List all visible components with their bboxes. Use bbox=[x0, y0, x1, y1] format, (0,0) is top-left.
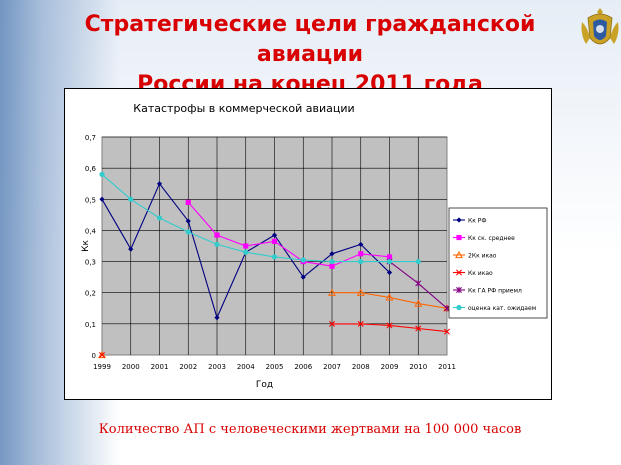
data-point-series-2 bbox=[185, 199, 191, 205]
data-point-series-1 bbox=[156, 181, 163, 187]
data-point-series-4 bbox=[357, 320, 364, 327]
legend-label-2: Кк ск. среднее bbox=[468, 235, 515, 242]
slide-title: Стратегические цели гражданской авиации … bbox=[40, 10, 580, 100]
series-line-3 bbox=[332, 292, 448, 309]
x-tick-label: 2011 bbox=[438, 363, 456, 371]
data-point-series-3 bbox=[328, 288, 336, 296]
chart: Катастрофы в коммерческой авиации 0 0,1 0,2… bbox=[81, 102, 548, 390]
data-point-series-1 bbox=[358, 241, 364, 248]
data-point-series-3 bbox=[98, 350, 106, 359]
data-point-series-4 bbox=[415, 325, 422, 332]
data-point-series-6 bbox=[415, 258, 421, 265]
y-tick-label: 0,4 bbox=[85, 227, 97, 235]
x-tick-label: 1999 bbox=[93, 363, 111, 371]
y-tick-label: 0,3 bbox=[85, 259, 96, 267]
legend-marker-2 bbox=[456, 234, 462, 241]
data-point-series-6 bbox=[128, 196, 134, 202]
x-tick-label: 2005 bbox=[266, 363, 284, 371]
data-point-series-4 bbox=[99, 352, 105, 358]
x-axis-label: Год bbox=[256, 380, 273, 390]
y-axis-label: Кк bbox=[81, 240, 91, 252]
x-tick-label: 2001 bbox=[151, 363, 169, 371]
x-tick-label: 2000 bbox=[122, 363, 140, 371]
legend-label-6: оценка кат. ожидаем bbox=[468, 305, 536, 312]
data-point-series-1 bbox=[185, 218, 191, 224]
x-tick-label: 2007 bbox=[323, 363, 341, 371]
footnote: Количество АП с человеческими жертвами н… bbox=[98, 422, 522, 437]
legend-label-1: Кк РФ bbox=[468, 218, 487, 225]
data-point-series-6 bbox=[358, 258, 364, 265]
x-tick-label: 2004 bbox=[237, 363, 255, 371]
data-point-series-3 bbox=[356, 288, 365, 296]
legend-marker-4 bbox=[456, 269, 462, 276]
x-tick-label: 2008 bbox=[352, 363, 370, 371]
y-tick-label: 0,7 bbox=[85, 134, 96, 142]
series-line-6 bbox=[101, 173, 419, 263]
y-tick-label: 0,5 bbox=[85, 196, 96, 204]
data-point-series-2 bbox=[243, 243, 249, 249]
data-point-series-6 bbox=[156, 215, 163, 221]
data-point-series-2 bbox=[271, 238, 278, 244]
x-tick-label: 2010 bbox=[409, 363, 427, 371]
data-point-series-3 bbox=[414, 299, 423, 307]
data-point-series-1 bbox=[386, 269, 393, 276]
data-point-series-2 bbox=[329, 263, 335, 269]
legend-marker-1 bbox=[456, 217, 462, 223]
legend-box bbox=[448, 207, 548, 319]
legend-label-5: Кк ГА РФ приемл bbox=[468, 288, 522, 295]
slide-title-line1: Стратегические цели гражданской авиации bbox=[84, 12, 536, 67]
data-point-series-6 bbox=[243, 249, 249, 255]
x-tick-label: 2006 bbox=[294, 363, 312, 371]
x-tick-label: 2002 bbox=[179, 363, 197, 371]
data-point-series-1 bbox=[271, 232, 278, 238]
legend-marker-3 bbox=[455, 250, 463, 259]
data-point-series-2 bbox=[214, 232, 220, 238]
data-point-series-3 bbox=[385, 293, 394, 301]
data-point-series-6 bbox=[386, 258, 393, 265]
legend-marker-5 bbox=[456, 286, 462, 294]
data-point-series-6 bbox=[329, 258, 335, 265]
data-point-series-4 bbox=[386, 322, 393, 329]
data-point-series-1 bbox=[128, 246, 134, 252]
y-tick-label: 0,6 bbox=[85, 165, 97, 173]
data-point-series-6 bbox=[271, 254, 278, 260]
data-point-series-4 bbox=[329, 320, 335, 327]
data-point-series-6 bbox=[185, 229, 191, 235]
y-tick-label: 0,2 bbox=[85, 290, 96, 298]
data-point-series-6 bbox=[99, 171, 105, 177]
data-point-series-2 bbox=[358, 251, 364, 257]
data-point-series-2 bbox=[386, 254, 393, 260]
legend-marker-6 bbox=[456, 304, 462, 311]
data-point-series-1 bbox=[329, 251, 335, 257]
data-point-series-1 bbox=[99, 196, 105, 202]
data-point-series-6 bbox=[214, 241, 220, 248]
data-point-series-4 bbox=[444, 328, 450, 335]
x-tick-label: 2009 bbox=[381, 363, 399, 371]
y-tick-label: 0,1 bbox=[85, 321, 96, 329]
emblem-icon bbox=[581, 8, 619, 45]
legend-label-4: Кк икао bbox=[468, 270, 493, 277]
x-tick-label: 2003 bbox=[208, 363, 226, 371]
data-point-series-5 bbox=[415, 280, 422, 287]
series-line-2 bbox=[187, 202, 390, 267]
y-tick-label: 0 bbox=[92, 352, 96, 360]
legend-label-3: 2Кк икао bbox=[468, 253, 497, 260]
chart-title: Катастрофы в коммерческой авиации bbox=[133, 102, 354, 115]
data-point-series-6 bbox=[300, 257, 306, 263]
data-point-series-1 bbox=[300, 274, 306, 280]
